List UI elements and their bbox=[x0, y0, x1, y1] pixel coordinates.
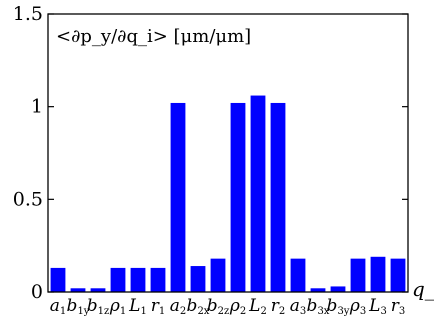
x-tick-label-subscript: 3y bbox=[337, 306, 349, 317]
bar-9 bbox=[210, 258, 226, 292]
y-axis-ticks: 0 0.5 1 1.5 bbox=[13, 3, 408, 303]
bar-12 bbox=[270, 102, 286, 293]
bar-18 bbox=[390, 258, 406, 292]
bar-15 bbox=[330, 286, 346, 292]
x-tick-label-subscript: 3x bbox=[317, 306, 329, 317]
x-axis-label: q_i bbox=[412, 277, 434, 301]
x-tick-label-16: ρ3 bbox=[349, 296, 366, 317]
x-tick-label-main: b bbox=[67, 296, 78, 316]
x-tick-label-2: b1y bbox=[67, 296, 90, 317]
bar-8 bbox=[190, 266, 206, 292]
x-tick-label-subscript: 3 bbox=[399, 306, 405, 317]
x-tick-label-12: r2 bbox=[271, 296, 286, 317]
x-tick-label-main: a bbox=[290, 296, 300, 316]
x-tick-label-1: a1 bbox=[50, 296, 67, 317]
x-tick-label-main: ρ bbox=[349, 296, 360, 316]
x-tick-label-main: a bbox=[170, 296, 180, 316]
bar-10 bbox=[230, 102, 246, 293]
x-tick-label-10: ρ2 bbox=[229, 296, 246, 317]
bar-6 bbox=[150, 267, 166, 292]
x-tick-label-main: r bbox=[391, 296, 400, 316]
x-tick-label-subscript: 2 bbox=[180, 306, 186, 317]
x-tick-label-17: L3 bbox=[368, 296, 387, 317]
x-tick-label-subscript: 1 bbox=[140, 306, 146, 317]
x-tick-label-4: ρ1 bbox=[109, 296, 126, 317]
x-tick-label-15: b3y bbox=[327, 296, 350, 317]
x-tick-label-main: ρ bbox=[229, 296, 240, 316]
y-tick-label-3: 1 bbox=[31, 96, 43, 118]
bar-14 bbox=[310, 288, 326, 292]
x-tick-label-main: b bbox=[327, 296, 338, 316]
x-tick-label-subscript: 1 bbox=[60, 306, 66, 317]
x-tick-label-main: L bbox=[248, 296, 260, 316]
x-tick-label-subscript: 3 bbox=[360, 306, 366, 317]
x-tick-label-subscript: 2x bbox=[197, 306, 209, 317]
x-tick-label-main: b bbox=[87, 296, 98, 316]
y-tick-label-4: 1.5 bbox=[13, 3, 43, 25]
x-tick-label-18: r3 bbox=[391, 296, 406, 317]
x-tick-label-main: L bbox=[128, 296, 140, 316]
x-tick-label-subscript: 1 bbox=[159, 306, 165, 317]
chart-annotation: <∂p_y/∂q_i> [μm/μm] bbox=[56, 26, 251, 47]
x-tick-label-subscript: 2z bbox=[218, 306, 230, 317]
x-tick-label-7: a2 bbox=[170, 296, 187, 317]
x-tick-label-3: b1z bbox=[87, 296, 110, 317]
x-tick-label-9: b2z bbox=[207, 296, 230, 317]
x-tick-label-main: ρ bbox=[109, 296, 120, 316]
x-tick-label-main: L bbox=[368, 296, 380, 316]
bar-1 bbox=[50, 267, 66, 292]
bar-16 bbox=[350, 258, 366, 292]
bar-17 bbox=[370, 256, 386, 292]
plot-frame bbox=[47, 13, 409, 293]
x-tick-label-main: b bbox=[307, 296, 318, 316]
x-tick-label-main: b bbox=[187, 296, 198, 316]
x-tick-label-subscript: 1z bbox=[98, 306, 110, 317]
bar-3 bbox=[90, 288, 106, 292]
x-tick-label-11: L2 bbox=[248, 296, 267, 317]
bar-11 bbox=[250, 95, 266, 292]
y-tick-label-1: 0 bbox=[31, 281, 43, 303]
x-tick-label-13: a3 bbox=[290, 296, 307, 317]
x-tick-label-subscript: 3 bbox=[380, 306, 386, 317]
x-tick-label-subscript: 2 bbox=[279, 306, 285, 317]
x-tick-label-8: b2x bbox=[187, 296, 210, 317]
x-tick-label-subscript: 1 bbox=[120, 306, 126, 317]
x-tick-label-5: L1 bbox=[128, 296, 147, 317]
x-tick-label-6: r1 bbox=[151, 296, 166, 317]
y-tick-label-2: 0.5 bbox=[13, 188, 43, 210]
bars-group bbox=[50, 95, 406, 293]
x-tick-label-14: b3x bbox=[307, 296, 330, 317]
bar-2 bbox=[70, 288, 86, 292]
x-tick-label-subscript: 2 bbox=[260, 306, 266, 317]
bar-5 bbox=[130, 267, 146, 292]
x-tick-label-main: b bbox=[207, 296, 218, 316]
x-tick-label-main: a bbox=[50, 296, 60, 316]
x-tick-label-main: r bbox=[151, 296, 160, 316]
x-tick-label-main: r bbox=[271, 296, 280, 316]
x-tick-label-subscript: 2 bbox=[240, 306, 246, 317]
bar-4 bbox=[110, 267, 126, 292]
x-tick-label-subscript: 3 bbox=[300, 306, 306, 317]
bar-13 bbox=[290, 258, 306, 292]
x-tick-label-subscript: 1y bbox=[77, 306, 89, 317]
bar-7 bbox=[170, 102, 186, 293]
